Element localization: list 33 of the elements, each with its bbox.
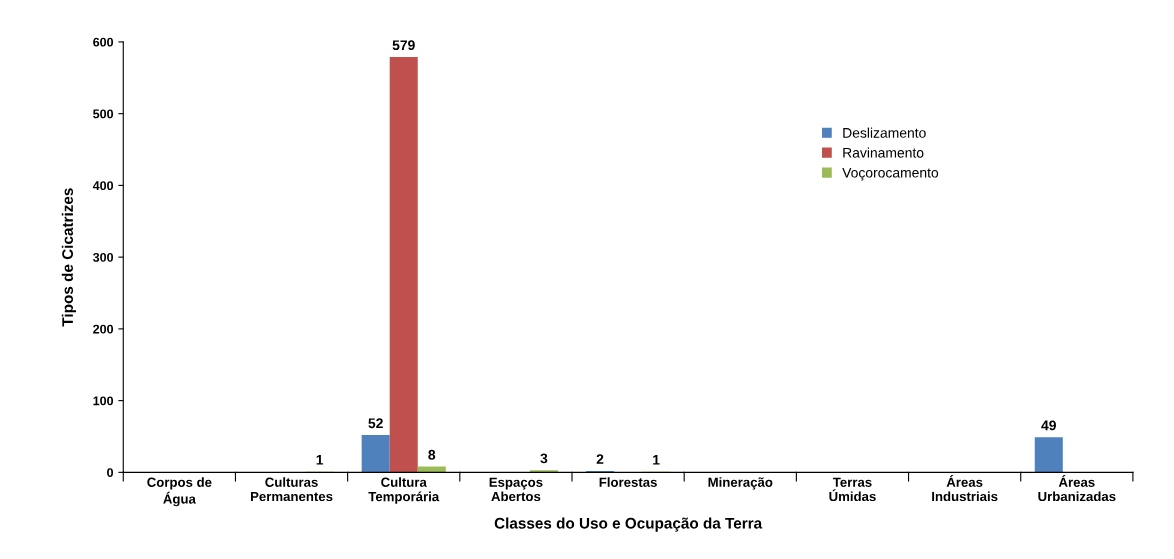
y-tick-label: 300 [92, 252, 114, 262]
x-tick-label: Cultura Temporária [368, 477, 440, 504]
x-tick-label: Áreas Urbanizadas [1038, 475, 1116, 502]
y-tick-label: 400 [92, 181, 114, 191]
data-label: 49 [1041, 420, 1056, 431]
data-label: 1 [316, 455, 324, 465]
data-label: 579 [392, 40, 415, 51]
legend-label: Ravinamento [843, 147, 924, 158]
data-label: 3 [540, 453, 548, 464]
data-label: 2 [596, 454, 604, 464]
bar [529, 470, 558, 473]
data-label: 52 [368, 418, 383, 429]
bar [389, 56, 418, 473]
y-tick-label: 100 [93, 396, 114, 406]
x-tick-label: Corpos de Água [147, 477, 212, 507]
data-label: 8 [428, 449, 436, 460]
x-tick-label: Mineração [708, 477, 773, 490]
legend-label: Voçorocamento [842, 167, 939, 181]
y-tick-label: 200 [93, 324, 114, 334]
data-label: 1 [653, 455, 660, 465]
x-tick-label: Terras Úmidas [829, 477, 876, 502]
y-axis-title: Tipos de Cicatrizes [61, 188, 77, 327]
bar [361, 435, 390, 473]
x-tick-label: Florestas [599, 477, 657, 487]
y-tick-label: 500 [93, 109, 114, 119]
x-tick-label: Espaços Abertos [489, 477, 543, 502]
x-tick-label: Áreas Industriais [932, 475, 998, 502]
x-tick-label: Culturas Permanentes [250, 477, 333, 502]
legend-label: Deslizamento [843, 127, 926, 138]
y-tick-label: 600 [93, 37, 114, 47]
x-axis-title: Classes do Uso e Ocupação da Terra [494, 517, 763, 532]
y-tick-label: 0 [107, 468, 114, 478]
bar [1034, 437, 1063, 473]
